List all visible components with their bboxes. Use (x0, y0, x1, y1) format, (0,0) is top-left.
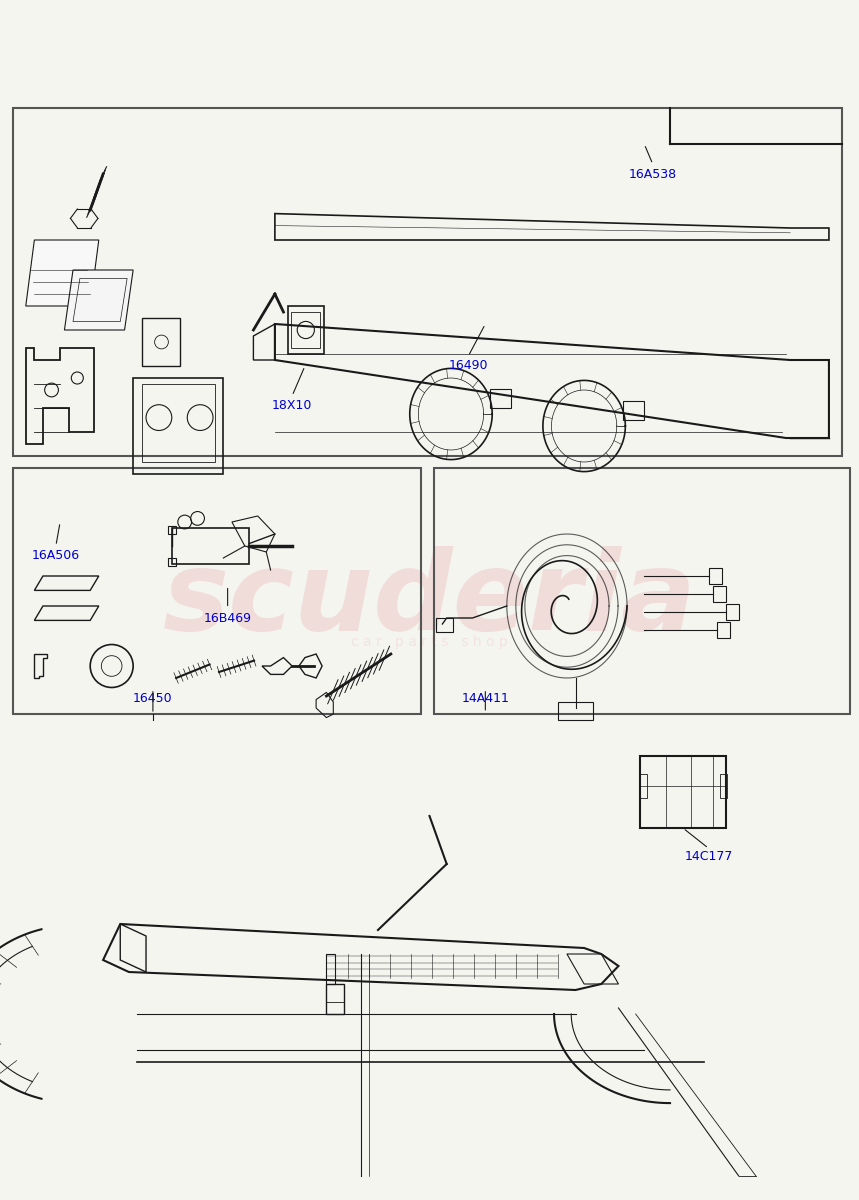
Bar (288, 306, 324, 354)
Polygon shape (64, 270, 133, 330)
Text: 14A411: 14A411 (461, 692, 509, 704)
Text: 14C177: 14C177 (685, 851, 733, 863)
Bar (13, 108, 842, 456)
Text: 18X10: 18X10 (271, 400, 313, 412)
Bar (291, 312, 320, 348)
Bar (133, 378, 223, 474)
Bar (640, 756, 726, 828)
Text: 16A506: 16A506 (32, 550, 80, 562)
Bar (434, 468, 850, 714)
Bar (623, 401, 644, 420)
Bar (142, 318, 180, 366)
Bar (717, 622, 730, 638)
Polygon shape (26, 240, 99, 306)
Bar (13, 468, 421, 714)
Bar (558, 702, 593, 720)
Bar (490, 389, 511, 408)
Text: 16450: 16450 (133, 692, 173, 704)
Text: 16A538: 16A538 (629, 168, 677, 180)
Bar (713, 586, 726, 602)
Bar (436, 618, 453, 632)
Text: c a r   p a r t s   s h o p: c a r p a r t s s h o p (351, 635, 508, 649)
Text: 16490: 16490 (448, 360, 488, 372)
Text: scuderia: scuderia (162, 546, 697, 654)
Bar (726, 604, 739, 620)
Bar (172, 528, 249, 564)
Bar (720, 774, 727, 798)
Bar (142, 384, 215, 462)
Bar (709, 568, 722, 584)
Bar (640, 774, 647, 798)
Text: 16B469: 16B469 (204, 612, 252, 624)
